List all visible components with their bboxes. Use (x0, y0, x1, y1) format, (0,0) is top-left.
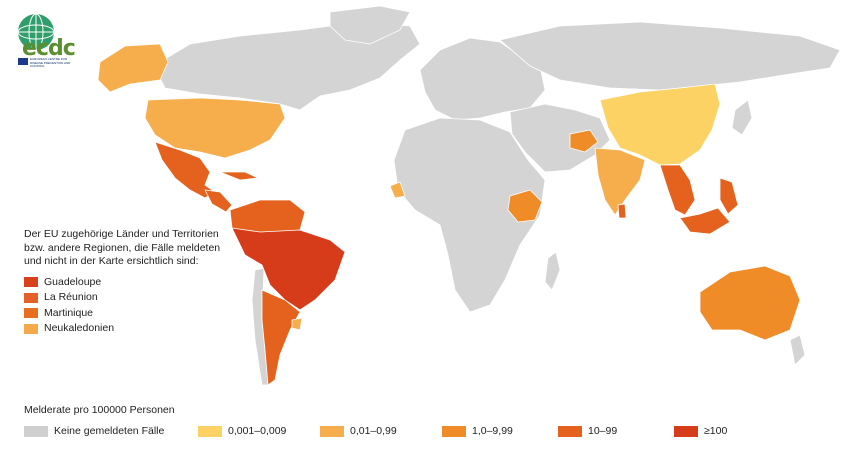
rate-legend-title: Melderate pro 100000 Personen (24, 404, 175, 416)
ecdc-logo-text: ecdc (22, 36, 76, 61)
legend-swatch (674, 425, 698, 437)
side-legend-label: La Réunion (44, 291, 98, 303)
rate-legend-label: Keine gemeldeten Fälle (54, 425, 165, 437)
rate-legend: Melderate pro 100000 Personen Keine geme… (24, 404, 844, 439)
region-cuba (219, 171, 260, 181)
region-india (594, 147, 646, 216)
region-europe (419, 37, 546, 121)
rate-legend-item: 0,01–0,99 (320, 425, 397, 437)
region-middle-east (509, 103, 611, 173)
region-west-africa (389, 181, 406, 199)
rate-legend-item: ≥100 (674, 425, 727, 437)
region-new-zealand (789, 334, 806, 366)
side-legend-item: Neukaledonien (24, 321, 234, 337)
region-sri-lanka (617, 203, 627, 219)
ecdc-logo-subtext: EUROPEAN CENTRE FOR DISEASE PREVENTION A… (30, 57, 71, 68)
rate-legend-item: 0,001–0,009 (198, 425, 286, 437)
rate-legend-label: 0,001–0,009 (228, 425, 287, 437)
side-legend-item: Guadeloupe (24, 275, 234, 291)
region-malaysia-indonesia (679, 207, 731, 235)
legend-swatch (24, 292, 38, 303)
region-russia (499, 21, 841, 91)
region-australia (699, 265, 801, 341)
eu-flag-icon (18, 58, 28, 65)
region-uruguay (291, 317, 303, 331)
region-central-america (204, 189, 233, 213)
region-madagascar (544, 251, 561, 291)
rate-legend-label: 10–99 (588, 425, 618, 437)
rate-legend-label: 1,0–9,99 (472, 425, 513, 437)
region-greenland (329, 5, 411, 45)
side-legend-item: Martinique (24, 306, 234, 322)
region-usa (144, 97, 286, 159)
side-legend: Der EU zugehörige Länder und Territorien… (24, 228, 234, 337)
region-brazil (231, 227, 346, 311)
side-legend-label: Martinique (44, 306, 94, 319)
rate-legend-label: 0,01–0,99 (350, 425, 397, 437)
rate-legend-item: Keine gemeldeten Fälle (24, 425, 164, 437)
region-afghanistan (569, 129, 599, 153)
side-legend-label: Neukaledonien (44, 322, 115, 334)
region-china (599, 83, 721, 166)
legend-swatch (24, 323, 38, 334)
region-ethiopia (507, 189, 543, 223)
region-philippines (719, 177, 739, 215)
ecdc-logo (8, 10, 78, 70)
legend-swatch (442, 425, 466, 437)
region-africa (393, 117, 546, 313)
region-argentina (261, 289, 301, 386)
region-japan (731, 99, 753, 136)
region-alaska (97, 43, 169, 93)
globe-icon (17, 13, 55, 51)
legend-swatch (198, 425, 222, 437)
rate-legend-label: ≥100 (704, 425, 728, 437)
side-legend-item: La Réunion (24, 290, 234, 306)
rate-legend-item: 10–99 (558, 425, 617, 437)
rate-legend-item: 1,0–9,99 (442, 425, 513, 437)
legend-swatch (320, 425, 344, 437)
legend-swatch (558, 425, 582, 437)
region-southeast-asia (659, 164, 696, 216)
legend-swatch (24, 277, 38, 288)
side-legend-intro: Der EU zugehörige Länder und Territorien… (24, 228, 221, 267)
legend-swatch (24, 308, 38, 319)
legend-swatch (24, 425, 48, 437)
region-canada (157, 21, 421, 111)
side-legend-label: Guadeloupe (44, 275, 102, 288)
